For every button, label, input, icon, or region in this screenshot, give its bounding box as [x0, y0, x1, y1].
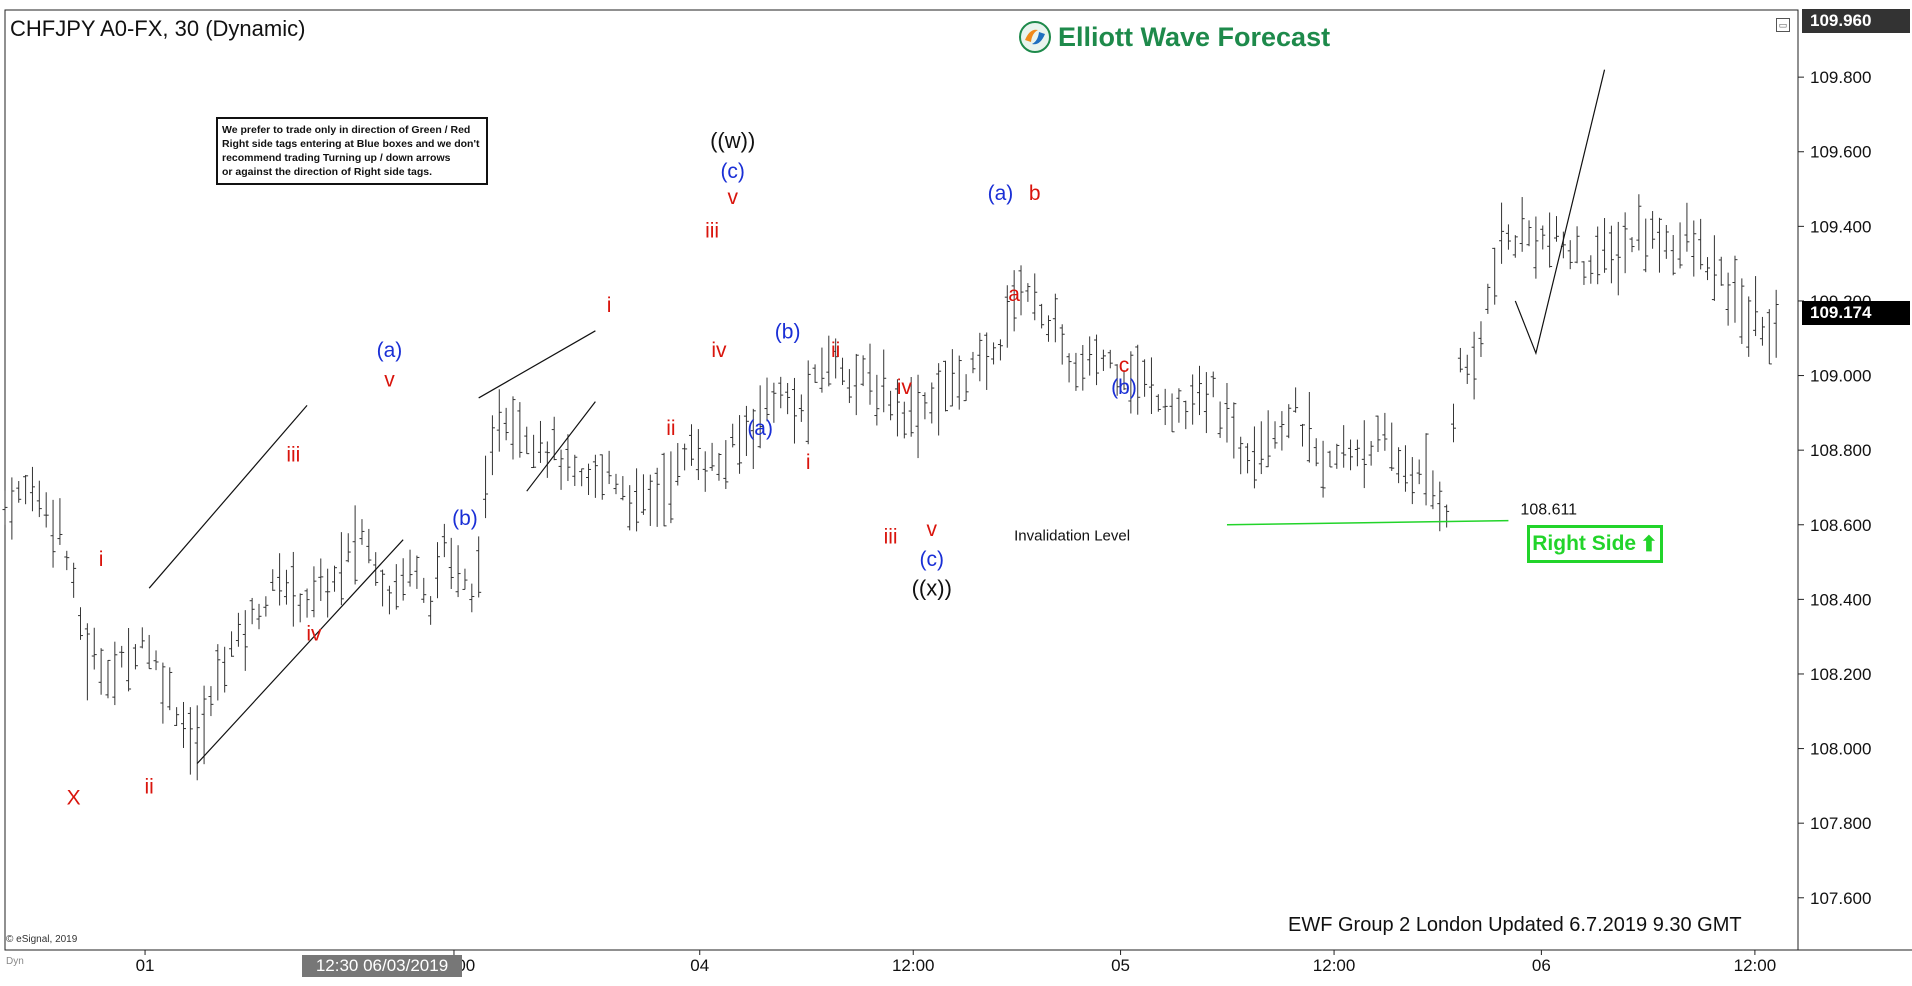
y-tick-label: 109.800: [1810, 68, 1871, 87]
top-price-badge: 109.960: [1802, 9, 1910, 33]
y-tick-label: 109.400: [1810, 217, 1871, 236]
wave-label: (b): [1111, 376, 1137, 399]
invalidation-value: 108.611: [1520, 502, 1577, 519]
y-tick-label: 108.600: [1810, 516, 1871, 535]
wave-label: iv: [897, 376, 913, 399]
right-side-label: Right Side: [1532, 532, 1637, 555]
x-tick-label: 04: [690, 956, 709, 975]
dyn-label: Dyn: [6, 956, 24, 967]
x-tick-label: 01: [136, 956, 155, 975]
cursor-date-badge: 12:30 06/03/2019: [302, 955, 462, 977]
notice-line: We prefer to trade only in direction of …: [222, 124, 471, 136]
notice-line: Right side tags entering at Blue boxes a…: [222, 138, 480, 150]
invalidation-label: Invalidation Level: [1014, 528, 1130, 545]
wave-label: (b): [452, 507, 478, 530]
y-tick-label: 109.600: [1810, 143, 1871, 162]
logo-icon: [1019, 21, 1051, 53]
window-restore-icon[interactable]: ▭: [1776, 18, 1790, 32]
wave-label: a: [1008, 283, 1020, 306]
up-arrow-icon: ⬆: [1640, 532, 1658, 556]
wave-label: iv: [306, 622, 322, 645]
wave-label: iii: [884, 525, 898, 548]
wave-label: (c): [920, 548, 945, 571]
wave-label: v: [384, 369, 395, 392]
x-tick-label: 06: [1532, 956, 1551, 975]
wave-label: i: [806, 451, 811, 474]
x-tick-label: 12:00: [1313, 956, 1356, 975]
y-tick-label: 108.000: [1810, 740, 1871, 759]
updated-note: EWF Group 2 London Updated 6.7.2019 9.30…: [1288, 914, 1742, 936]
channel-line: [478, 330, 596, 399]
wave-label: v: [727, 186, 738, 209]
wave-label: iii: [286, 443, 300, 466]
y-tick-label: 108.200: [1810, 665, 1871, 684]
channel-line: [196, 539, 404, 764]
brand-logo: Elliott Wave Forecast: [1018, 20, 1330, 54]
wave-label: ii: [666, 417, 675, 440]
x-tick-label: 12:00: [1734, 956, 1777, 975]
wave-label: (b): [775, 320, 801, 343]
channel-line: [148, 405, 308, 589]
chart-title: CHFJPY A0-FX, 30 (Dynamic): [10, 16, 306, 41]
copyright-text: © eSignal, 2019: [6, 934, 78, 945]
notice-line: recommend trading Turning up / down arro…: [222, 152, 451, 164]
x-tick-label: 12:00: [892, 956, 935, 975]
wave-label: v: [927, 518, 938, 541]
wave-label: iv: [711, 339, 727, 362]
logo-text: Elliott Wave Forecast: [1058, 21, 1331, 52]
last-price-badge: 109.174: [1802, 301, 1910, 325]
projection-line: [1514, 69, 1606, 356]
notice-line: or against the direction of Right side t…: [222, 166, 433, 178]
invalidation-line: [1226, 519, 1509, 526]
wave-label: ii: [144, 775, 153, 798]
wave-label: (c): [720, 160, 745, 183]
wave-label: X: [67, 787, 81, 810]
wave-label: iii: [705, 220, 719, 243]
right-side-tag: Right Side ⬆: [1527, 525, 1663, 563]
wave-label: ii: [831, 339, 840, 362]
wave-label: (a): [377, 339, 403, 362]
y-tick-label: 108.800: [1810, 441, 1871, 460]
wave-label: i: [99, 548, 104, 571]
trading-notice: We prefer to trade only in direction of …: [216, 117, 488, 185]
y-tick-label: 108.400: [1810, 590, 1871, 609]
wave-label: b: [1029, 182, 1041, 205]
channel-line: [526, 401, 596, 492]
wave-label: ((w)): [710, 128, 755, 153]
x-tick-label: 05: [1111, 956, 1130, 975]
wave-label: c: [1119, 354, 1130, 377]
wave-label: (a): [747, 417, 773, 440]
wave-label: (a): [988, 182, 1014, 205]
y-tick-label: 109.000: [1810, 367, 1871, 386]
wave-label: ((x)): [912, 576, 952, 601]
y-tick-label: 107.800: [1810, 814, 1871, 833]
wave-label: i: [607, 294, 612, 317]
y-tick-label: 107.600: [1810, 889, 1871, 908]
